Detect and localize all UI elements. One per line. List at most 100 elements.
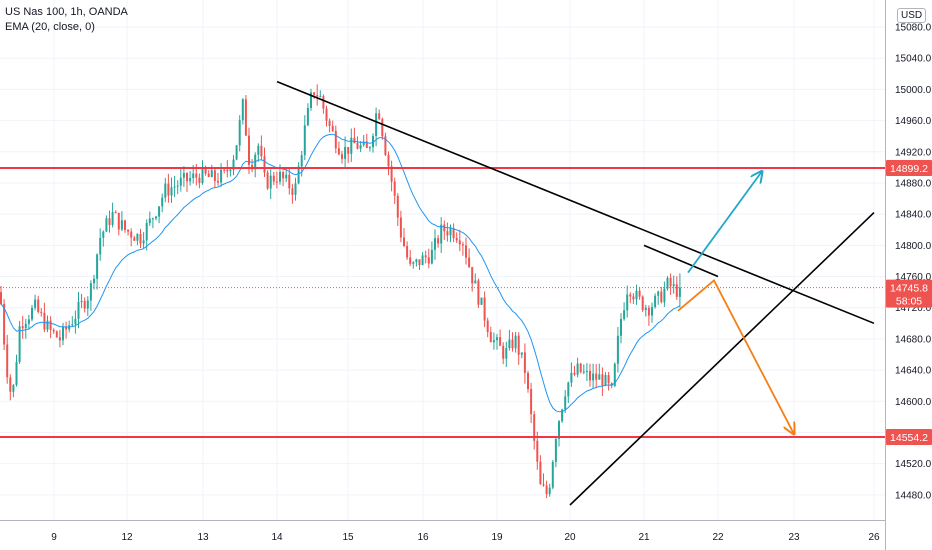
candle-body <box>155 216 157 219</box>
candle-body <box>406 246 409 258</box>
candle-up <box>155 215 157 221</box>
candle-up <box>359 141 362 153</box>
candle-up <box>430 241 433 265</box>
candle-body <box>114 212 117 214</box>
candle-up <box>111 202 114 228</box>
candle-body <box>303 125 306 156</box>
candle-body <box>638 290 641 297</box>
candle-down <box>579 362 582 374</box>
candle-body <box>232 159 235 170</box>
candle-body <box>393 181 396 196</box>
candle-body <box>213 170 216 181</box>
candle-body <box>641 296 644 311</box>
candle-down <box>387 151 390 176</box>
candle-up <box>148 211 151 226</box>
candle-up <box>415 258 418 267</box>
time-tick-label: 15 <box>342 532 354 543</box>
candle-up <box>269 169 272 200</box>
candle-down <box>114 210 117 214</box>
candle-body <box>83 300 86 309</box>
candle-up <box>440 217 443 253</box>
candle-body <box>492 340 495 343</box>
candle-up <box>182 166 185 187</box>
candle-body <box>198 177 201 184</box>
candle-body <box>263 156 266 173</box>
candle-body <box>455 238 458 241</box>
candle-up <box>232 155 235 176</box>
candle-down <box>517 332 520 365</box>
candle-up <box>77 291 80 329</box>
price-tick-label: 15040.0 <box>895 54 932 65</box>
candle-body <box>434 238 436 250</box>
candle-down <box>437 234 440 248</box>
candle-down <box>452 223 455 243</box>
candle-up <box>241 98 244 125</box>
candle-down <box>378 109 381 120</box>
candle-body <box>279 172 281 182</box>
candle-down <box>427 248 430 269</box>
candle-up <box>285 168 288 183</box>
candle-up <box>558 420 560 447</box>
candle-body <box>288 174 291 189</box>
candle-body <box>582 371 585 373</box>
candle-body <box>511 339 514 349</box>
candle-up <box>449 224 452 243</box>
candle-body <box>334 130 337 149</box>
candle-down <box>9 374 12 401</box>
candle-down <box>263 147 266 178</box>
candle-body <box>226 169 229 172</box>
candle-body <box>378 113 381 120</box>
candle-down <box>55 330 58 338</box>
candle-body <box>561 409 564 422</box>
price-tick-label: 14960.0 <box>895 116 932 127</box>
candle-body <box>678 287 681 297</box>
candle-body <box>616 335 619 364</box>
last-price-tag: 14745.858:05 <box>886 279 932 308</box>
candle-body <box>124 220 126 230</box>
candle-up <box>164 177 167 203</box>
candle-body <box>43 312 46 330</box>
candle-up <box>254 152 257 178</box>
candle-up <box>151 217 154 229</box>
candle-down <box>127 229 130 236</box>
candle-body <box>306 108 309 126</box>
candle-body <box>663 288 666 303</box>
candle-down <box>275 171 278 189</box>
currency-badge[interactable]: USD <box>897 8 927 23</box>
candle-body <box>120 220 123 230</box>
ema-label[interactable]: EMA (20, close, 0) <box>5 21 95 33</box>
candle-body <box>387 154 390 167</box>
candle-body <box>604 375 607 386</box>
legend: US Nas 100, 1h, OANDA EMA (20, close, 0) <box>5 5 128 35</box>
candle-body <box>108 218 111 225</box>
candle-body <box>170 187 173 196</box>
candle-body <box>248 135 250 165</box>
candle-up <box>74 310 77 334</box>
candle-down <box>6 334 9 384</box>
candle-down <box>139 228 142 249</box>
symbol-label[interactable]: US Nas 100, 1h, OANDA <box>5 6 128 18</box>
candle-down <box>539 455 542 485</box>
candle-down <box>288 168 291 195</box>
candle-body <box>499 337 502 346</box>
candle-up <box>496 333 498 350</box>
candle-body <box>458 240 461 245</box>
candle-down <box>527 370 529 393</box>
candle-body <box>626 294 629 311</box>
candle-body <box>570 372 573 383</box>
candle-up <box>592 363 595 389</box>
candle-body <box>3 303 6 345</box>
candle-body <box>192 173 195 179</box>
candle-body <box>272 175 275 182</box>
candle-up <box>303 115 306 161</box>
candle-body <box>0 292 2 304</box>
candle-body <box>229 169 232 172</box>
candle-down <box>523 343 526 384</box>
candle-body <box>96 254 99 279</box>
candle-down <box>0 286 2 306</box>
candle-down <box>477 278 480 308</box>
time-tick-label: 22 <box>712 532 724 543</box>
candle-body <box>579 363 582 373</box>
candle-down <box>499 329 502 346</box>
